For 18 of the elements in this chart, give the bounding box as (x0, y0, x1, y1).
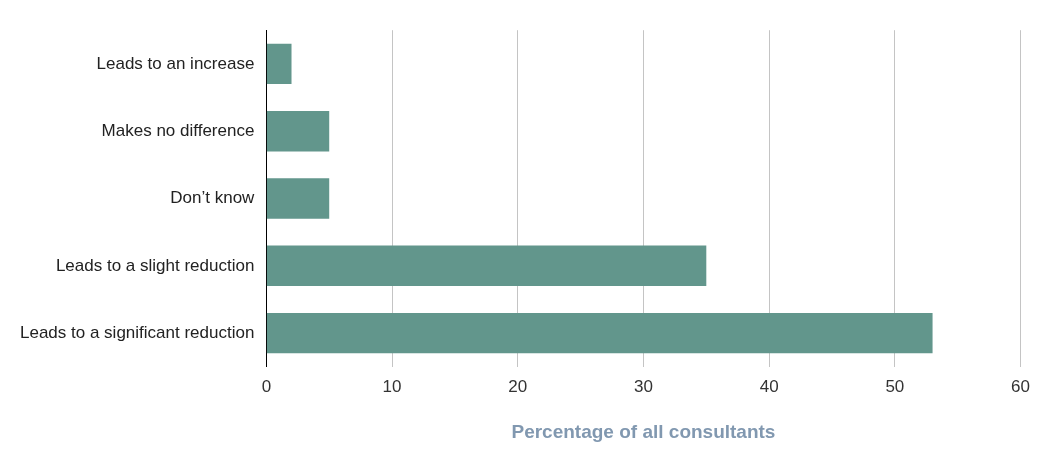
x-tick-label: 0 (261, 376, 272, 396)
y-tick-label: Don’t know (170, 188, 256, 208)
bar (266, 312, 933, 354)
bar (266, 245, 707, 287)
x-tick-label: 50 (885, 376, 905, 396)
bar (266, 43, 292, 85)
bar (266, 110, 330, 152)
x-tick-label: 30 (634, 376, 653, 396)
x-tick-label: 40 (759, 376, 779, 396)
x-axis-title: Percentage of all consultants (511, 420, 776, 442)
x-tick-label: 60 (1011, 376, 1031, 396)
y-tick-label: Leads to an increase (96, 53, 255, 73)
bar (266, 178, 330, 219)
x-tick-label: 10 (382, 376, 402, 396)
x-tick-label: 20 (508, 376, 528, 396)
y-tick-label: Makes no difference (101, 120, 255, 140)
y-tick-label: Leads to a slight reduction (55, 255, 255, 275)
y-tick-label: Leads to a significant reduction (20, 322, 255, 342)
